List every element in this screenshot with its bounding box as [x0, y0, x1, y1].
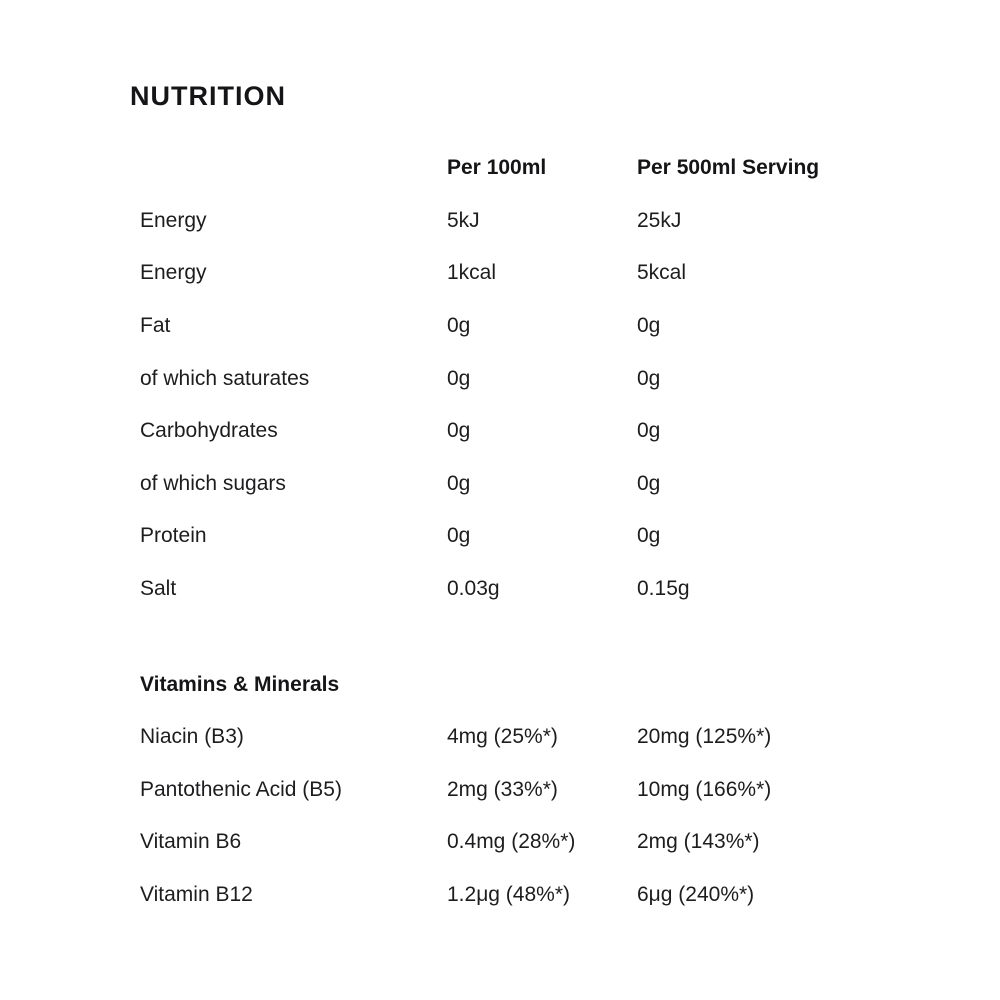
nutrient-label: Pantothenic Acid (B5) — [140, 777, 342, 801]
per-100ml-value: 0.4mg (28%*) — [447, 830, 576, 854]
nutrient-label: Vitamin B6 — [140, 830, 242, 854]
per-500ml-value: 6μg (240%*) — [637, 883, 755, 907]
per-500ml-value: 0g — [637, 366, 661, 390]
per-500ml-value: 0.15g — [637, 577, 690, 601]
nutrient-label: Vitamin B12 — [140, 883, 253, 907]
per-100ml-value: 1.2μg (48%*) — [447, 883, 570, 907]
per-500ml-value: 0g — [637, 524, 661, 548]
nutrient-label: of which saturates — [140, 366, 310, 390]
column-header-per-500ml: Per 500ml Serving — [637, 156, 820, 180]
table-row: Salt 0.03g 0.15g — [140, 563, 880, 616]
per-500ml-value: 0g — [637, 419, 661, 443]
per-100ml-value: 0.03g — [447, 577, 500, 601]
nutrient-label: Energy — [140, 208, 207, 232]
nutrient-label: Energy — [140, 261, 207, 285]
vitamins-section-heading-row: Vitamins & Minerals — [140, 658, 880, 711]
nutrient-label: Carbohydrates — [140, 419, 278, 443]
per-100ml-value: 2mg (33%*) — [447, 777, 558, 801]
table-row: Fat 0g 0g — [140, 300, 880, 353]
table-row: of which saturates 0g 0g — [140, 352, 880, 405]
table-row: Energy 1kcal 5kcal — [140, 247, 880, 300]
per-500ml-value: 5kcal — [637, 261, 687, 285]
per-500ml-value: 20mg (125%*) — [637, 725, 772, 749]
per-100ml-value: 0g — [447, 366, 471, 390]
per-100ml-value: 0g — [447, 524, 471, 548]
table-row: Energy 5kJ 25kJ — [140, 195, 880, 248]
table-row: Protein 0g 0g — [140, 510, 880, 563]
table-row: Vitamin B6 0.4mg (28%*) 2mg (143%*) — [140, 816, 880, 869]
per-100ml-value: 0g — [447, 314, 471, 338]
per-100ml-value: 0g — [447, 419, 471, 443]
table-header-row: Per 100ml Per 500ml Serving — [140, 142, 880, 195]
per-500ml-value: 25kJ — [637, 208, 682, 232]
nutrient-label: Fat — [140, 314, 171, 338]
per-100ml-value: 1kcal — [447, 261, 497, 285]
table-row: Carbohydrates 0g 0g — [140, 405, 880, 458]
per-100ml-value: 0g — [447, 471, 471, 495]
column-header-per-100ml: Per 100ml — [447, 156, 547, 180]
nutrient-label: Salt — [140, 577, 177, 601]
per-500ml-value: 0g — [637, 314, 661, 338]
table-row: Vitamin B12 1.2μg (48%*) 6μg (240%*) — [140, 869, 880, 922]
per-500ml-value: 10mg (166%*) — [637, 777, 772, 801]
nutrient-label: of which sugars — [140, 471, 286, 495]
per-500ml-value: 2mg (143%*) — [637, 830, 760, 854]
table-row: Pantothenic Acid (B5) 2mg (33%*) 10mg (1… — [140, 764, 880, 817]
nutrient-label: Niacin (B3) — [140, 725, 244, 749]
page-title: NUTRITION — [130, 81, 286, 111]
table-row: of which sugars 0g 0g — [140, 458, 880, 511]
per-100ml-value: 5kJ — [447, 208, 480, 232]
table-row: Niacin (B3) 4mg (25%*) 20mg (125%*) — [140, 711, 880, 764]
per-500ml-value: 0g — [637, 471, 661, 495]
per-100ml-value: 4mg (25%*) — [447, 725, 558, 749]
nutrient-label: Protein — [140, 524, 207, 548]
vitamins-section-heading: Vitamins & Minerals — [140, 672, 340, 696]
nutrition-table: Per 100ml Per 500ml Serving Energy 5kJ 2… — [140, 142, 880, 921]
